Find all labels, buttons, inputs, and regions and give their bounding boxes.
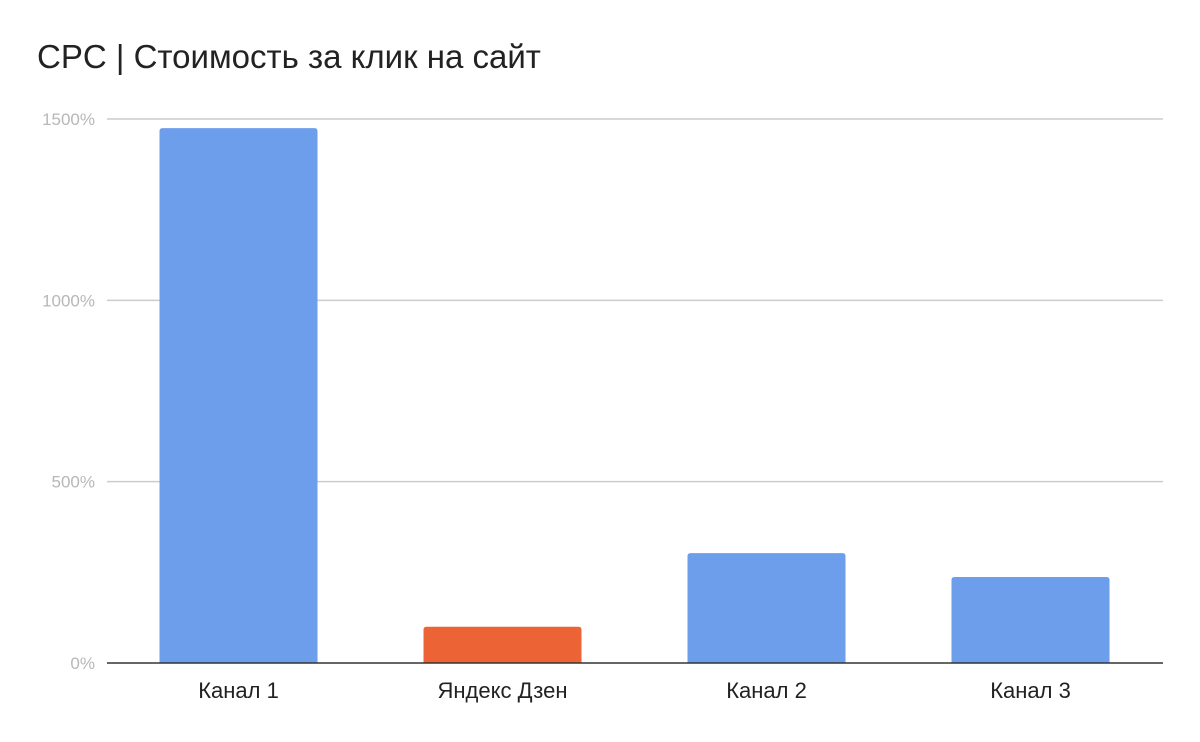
y-tick-label: 500% xyxy=(52,473,95,492)
x-category-label: Канал 1 xyxy=(198,678,279,703)
x-category-label: Яндекс Дзен xyxy=(438,678,568,703)
x-axis-category-labels: Канал 1 Яндекс Дзен Канал 2 Канал 3 xyxy=(198,678,1071,703)
bar-2 xyxy=(423,626,582,663)
bar-1 xyxy=(159,128,318,664)
bar-4 xyxy=(951,577,1110,663)
bar-3 xyxy=(687,553,846,663)
x-category-label: Канал 3 xyxy=(990,678,1071,703)
x-category-label: Канал 2 xyxy=(726,678,807,703)
y-axis-tick-labels: 0% 500% 1000% 1500% xyxy=(42,110,95,673)
y-tick-label: 0% xyxy=(70,654,95,673)
y-tick-label: 1500% xyxy=(42,110,95,129)
y-tick-label: 1000% xyxy=(42,291,95,310)
bars xyxy=(159,128,1110,664)
chart-title: CPC | Стоимость за клик на сайт xyxy=(37,38,541,75)
